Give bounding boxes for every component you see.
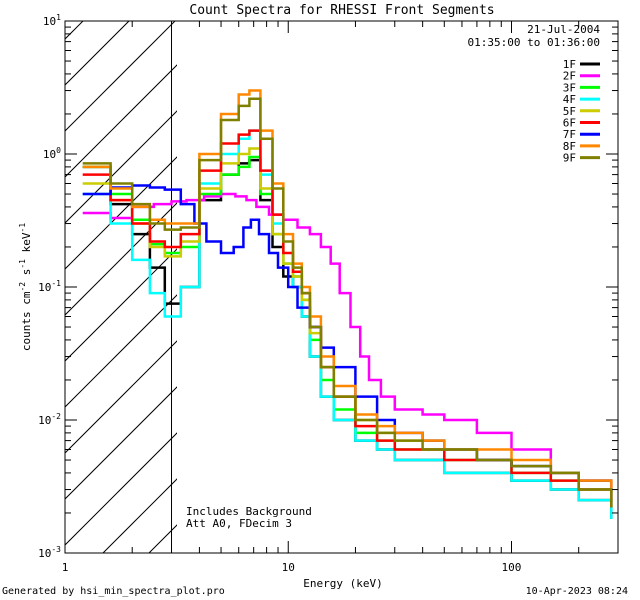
y-tick-label: 10-3	[38, 545, 61, 560]
legend: 21-Jul-2004 01:35:00 to 01:36:00 1F2F3F4…	[468, 23, 601, 165]
series-line-6F	[82, 129, 613, 508]
y-tick-label: 101	[43, 13, 61, 28]
series-line-8F	[82, 89, 613, 501]
x-tick-label: 1	[62, 561, 69, 574]
annotation-attenuator: Att A0, FDecim 3	[186, 517, 292, 530]
y-tick-label: 10-1	[38, 279, 61, 294]
series-line-3F	[82, 155, 613, 508]
legend-label-8F: 8F	[563, 140, 576, 153]
footer-timestamp: 10-Apr-2023 08:24	[526, 586, 628, 597]
x-axis-label: Energy (keV)	[303, 577, 382, 590]
axis-ticks: 1 10 100 10-3 10-2 10-1 100 101	[38, 13, 619, 574]
legend-label-3F: 3F	[563, 81, 576, 94]
hatch-line	[65, 64, 177, 178]
hatch-line	[65, 21, 176, 132]
legend-label-7F: 7F	[563, 128, 576, 141]
series-line-9F	[82, 97, 613, 508]
legend-label-9F: 9F	[563, 152, 576, 165]
hatch-line	[65, 386, 177, 500]
series-line-2F	[82, 192, 613, 501]
legend-date: 21-Jul-2004	[527, 23, 600, 36]
series-layer	[82, 89, 613, 519]
annotation-background: Includes Background	[186, 505, 312, 518]
footer-generator: Generated by hsi_min_spectra_plot.pro	[2, 586, 225, 597]
legend-label-1F: 1F	[563, 58, 576, 71]
series-line-5F	[82, 147, 613, 494]
legend-label-5F: 5F	[563, 105, 576, 118]
legend-time-range: 01:35:00 to 01:36:00	[468, 36, 600, 49]
legend-label-6F: 6F	[563, 117, 576, 130]
hatch-line	[65, 202, 177, 316]
attenuator-hatch-region	[65, 21, 177, 553]
legend-label-2F: 2F	[563, 70, 576, 83]
x-tick-label: 10	[282, 561, 295, 574]
y-tick-label: 10-2	[38, 412, 61, 427]
y-tick-label: 100	[43, 146, 61, 161]
series-line-7F	[82, 184, 613, 501]
y-axis-label: counts cm-2 s-1 keV-1	[18, 223, 33, 351]
x-tick-label: 100	[502, 561, 522, 574]
hatch-line	[65, 432, 177, 546]
legend-label-4F: 4F	[563, 93, 576, 106]
hatch-line	[65, 248, 177, 362]
chart-title: Count Spectra for RHESSI Front Segments	[189, 3, 494, 18]
